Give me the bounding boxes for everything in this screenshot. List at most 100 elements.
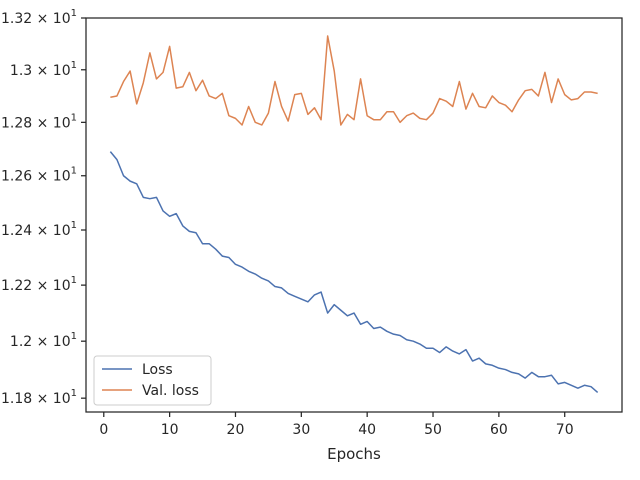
- point-loss: [168, 215, 171, 218]
- legend-label-val-loss: Val. loss: [142, 383, 199, 399]
- point-val-loss: [590, 91, 593, 94]
- point-val-loss: [464, 108, 467, 111]
- y-tick-label: 1.18 × 101: [1, 388, 77, 407]
- point-val-loss: [583, 91, 586, 94]
- point-val-loss: [280, 105, 283, 108]
- legend: Loss Val. loss: [93, 355, 212, 406]
- point-loss: [451, 350, 454, 353]
- series-layer: [109, 35, 599, 394]
- point-loss: [418, 343, 421, 346]
- point-val-loss: [168, 45, 171, 48]
- point-val-loss: [570, 98, 573, 101]
- point-val-loss: [221, 92, 224, 95]
- point-loss: [484, 362, 487, 365]
- point-loss: [241, 266, 244, 269]
- point-val-loss: [392, 110, 395, 113]
- x-tick-label: 20: [227, 422, 245, 438]
- point-val-loss: [346, 113, 349, 116]
- point-val-loss: [596, 92, 599, 95]
- x-tick-label: 30: [292, 422, 310, 438]
- point-loss: [339, 309, 342, 312]
- point-val-loss: [122, 80, 125, 83]
- point-val-loss: [241, 123, 244, 126]
- point-val-loss: [273, 80, 276, 83]
- point-loss: [590, 385, 593, 388]
- point-val-loss: [563, 93, 566, 96]
- x-axis-ticks: 0 10 20 30 40 50 60 70: [99, 412, 574, 438]
- point-loss: [432, 347, 435, 350]
- point-val-loss: [517, 98, 520, 101]
- point-loss: [122, 174, 125, 177]
- point-val-loss: [497, 101, 500, 104]
- point-val-loss: [162, 71, 165, 74]
- point-loss: [596, 391, 599, 394]
- point-loss: [385, 330, 388, 333]
- point-loss: [438, 351, 441, 354]
- point-val-loss: [366, 114, 369, 117]
- point-loss: [346, 314, 349, 317]
- x-tick-label: 10: [161, 422, 179, 438]
- point-val-loss: [576, 97, 579, 100]
- point-val-loss: [530, 88, 533, 91]
- point-val-loss: [557, 77, 560, 80]
- point-val-loss: [326, 35, 329, 38]
- point-loss: [287, 292, 290, 295]
- point-loss: [445, 345, 448, 348]
- point-val-loss: [115, 94, 118, 97]
- x-tick-label: 0: [99, 422, 108, 438]
- point-loss: [188, 230, 191, 233]
- point-val-loss: [208, 94, 211, 97]
- point-val-loss: [511, 110, 514, 113]
- point-loss: [260, 277, 263, 280]
- y-tick-label: 1.28 × 101: [1, 112, 77, 131]
- point-loss: [306, 300, 309, 303]
- point-loss: [353, 312, 356, 315]
- point-loss: [497, 367, 500, 370]
- series-line-val-loss: [110, 35, 598, 126]
- x-tick-label: 70: [556, 422, 574, 438]
- point-val-loss: [267, 112, 270, 115]
- point-val-loss: [300, 92, 303, 95]
- point-val-loss: [412, 112, 415, 115]
- point-loss: [208, 242, 211, 245]
- point-val-loss: [313, 106, 316, 109]
- point-loss: [511, 371, 514, 374]
- point-loss: [234, 263, 237, 266]
- legend-label-loss: Loss: [142, 362, 173, 378]
- point-loss: [366, 320, 369, 323]
- point-loss: [142, 196, 145, 199]
- point-val-loss: [287, 120, 290, 123]
- point-loss: [570, 384, 573, 387]
- point-val-loss: [175, 87, 178, 90]
- x-tick-label: 40: [358, 422, 376, 438]
- point-loss: [471, 360, 474, 363]
- point-loss: [333, 303, 336, 306]
- point-val-loss: [148, 51, 151, 54]
- point-loss: [175, 212, 178, 215]
- point-loss: [537, 375, 540, 378]
- point-loss: [214, 248, 217, 251]
- point-val-loss: [293, 93, 296, 96]
- point-val-loss: [188, 71, 191, 74]
- point-loss: [524, 377, 527, 380]
- point-loss: [379, 326, 382, 329]
- point-val-loss: [260, 123, 263, 126]
- point-val-loss: [458, 80, 461, 83]
- point-val-loss: [234, 117, 237, 120]
- point-loss: [254, 273, 257, 276]
- point-loss: [273, 285, 276, 288]
- point-loss: [392, 333, 395, 336]
- point-val-loss: [339, 123, 342, 126]
- point-loss: [399, 334, 402, 337]
- point-loss: [464, 348, 467, 351]
- point-val-loss: [227, 114, 230, 117]
- point-loss: [247, 270, 250, 273]
- point-val-loss: [478, 105, 481, 108]
- y-tick-label: 1.3 × 101: [10, 60, 77, 79]
- point-loss: [359, 323, 362, 326]
- point-val-loss: [201, 79, 204, 82]
- point-val-loss: [379, 118, 382, 121]
- point-val-loss: [550, 101, 553, 104]
- point-loss: [405, 338, 408, 341]
- point-loss: [313, 293, 316, 296]
